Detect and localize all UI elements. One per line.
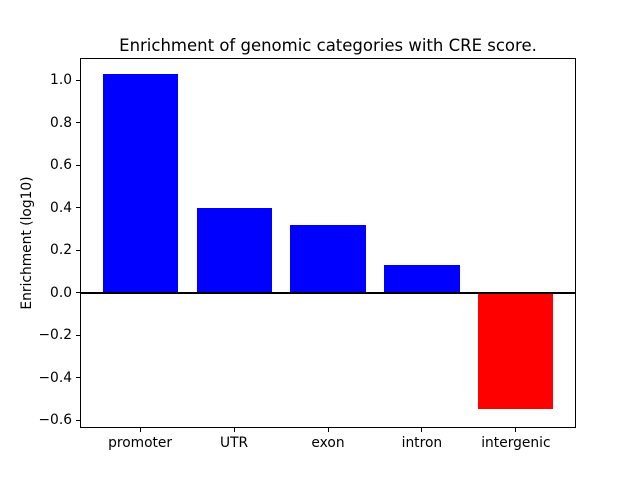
y-tick-mark xyxy=(76,419,80,421)
bar-intergenic xyxy=(478,292,554,410)
y-tick-label: 0.0 xyxy=(50,284,72,301)
x-tick-label-UTR: UTR xyxy=(220,435,249,451)
y-tick-mark xyxy=(76,334,80,336)
x-tick-mark xyxy=(139,428,141,432)
zero-baseline xyxy=(80,291,576,294)
y-tick-label: 1.0 xyxy=(50,72,72,89)
y-tick-label: −0.6 xyxy=(38,412,72,429)
y-tick-mark xyxy=(76,292,80,294)
x-tick-label-exon: exon xyxy=(311,435,345,451)
y-tick-label: −0.2 xyxy=(38,327,72,344)
bar-intron xyxy=(384,265,460,293)
y-tick-mark xyxy=(76,79,80,81)
y-tick-mark xyxy=(76,122,80,124)
y-tick-mark xyxy=(76,164,80,166)
x-tick-mark xyxy=(327,428,329,432)
x-tick-label-intron: intron xyxy=(401,435,443,451)
y-tick-mark xyxy=(76,249,80,251)
x-tick-mark xyxy=(421,428,423,432)
y-tick-mark xyxy=(76,377,80,379)
y-tick-label: 0.8 xyxy=(50,114,72,131)
y-tick-label: −0.4 xyxy=(38,369,72,386)
y-tick-mark xyxy=(76,207,80,209)
y-tick-label: 0.2 xyxy=(50,242,72,259)
x-tick-mark xyxy=(233,428,235,432)
y-tick-label: 0.4 xyxy=(50,199,72,216)
chart-title: Enrichment of genomic categories with CR… xyxy=(119,36,537,55)
bar-promoter xyxy=(102,73,178,293)
x-tick-label-intergenic: intergenic xyxy=(481,435,551,451)
bar-UTR xyxy=(196,207,272,293)
y-tick-label: 0.6 xyxy=(50,157,72,174)
x-tick-label-promoter: promoter xyxy=(108,435,173,451)
x-tick-mark xyxy=(515,428,517,432)
bar-exon xyxy=(290,224,366,293)
